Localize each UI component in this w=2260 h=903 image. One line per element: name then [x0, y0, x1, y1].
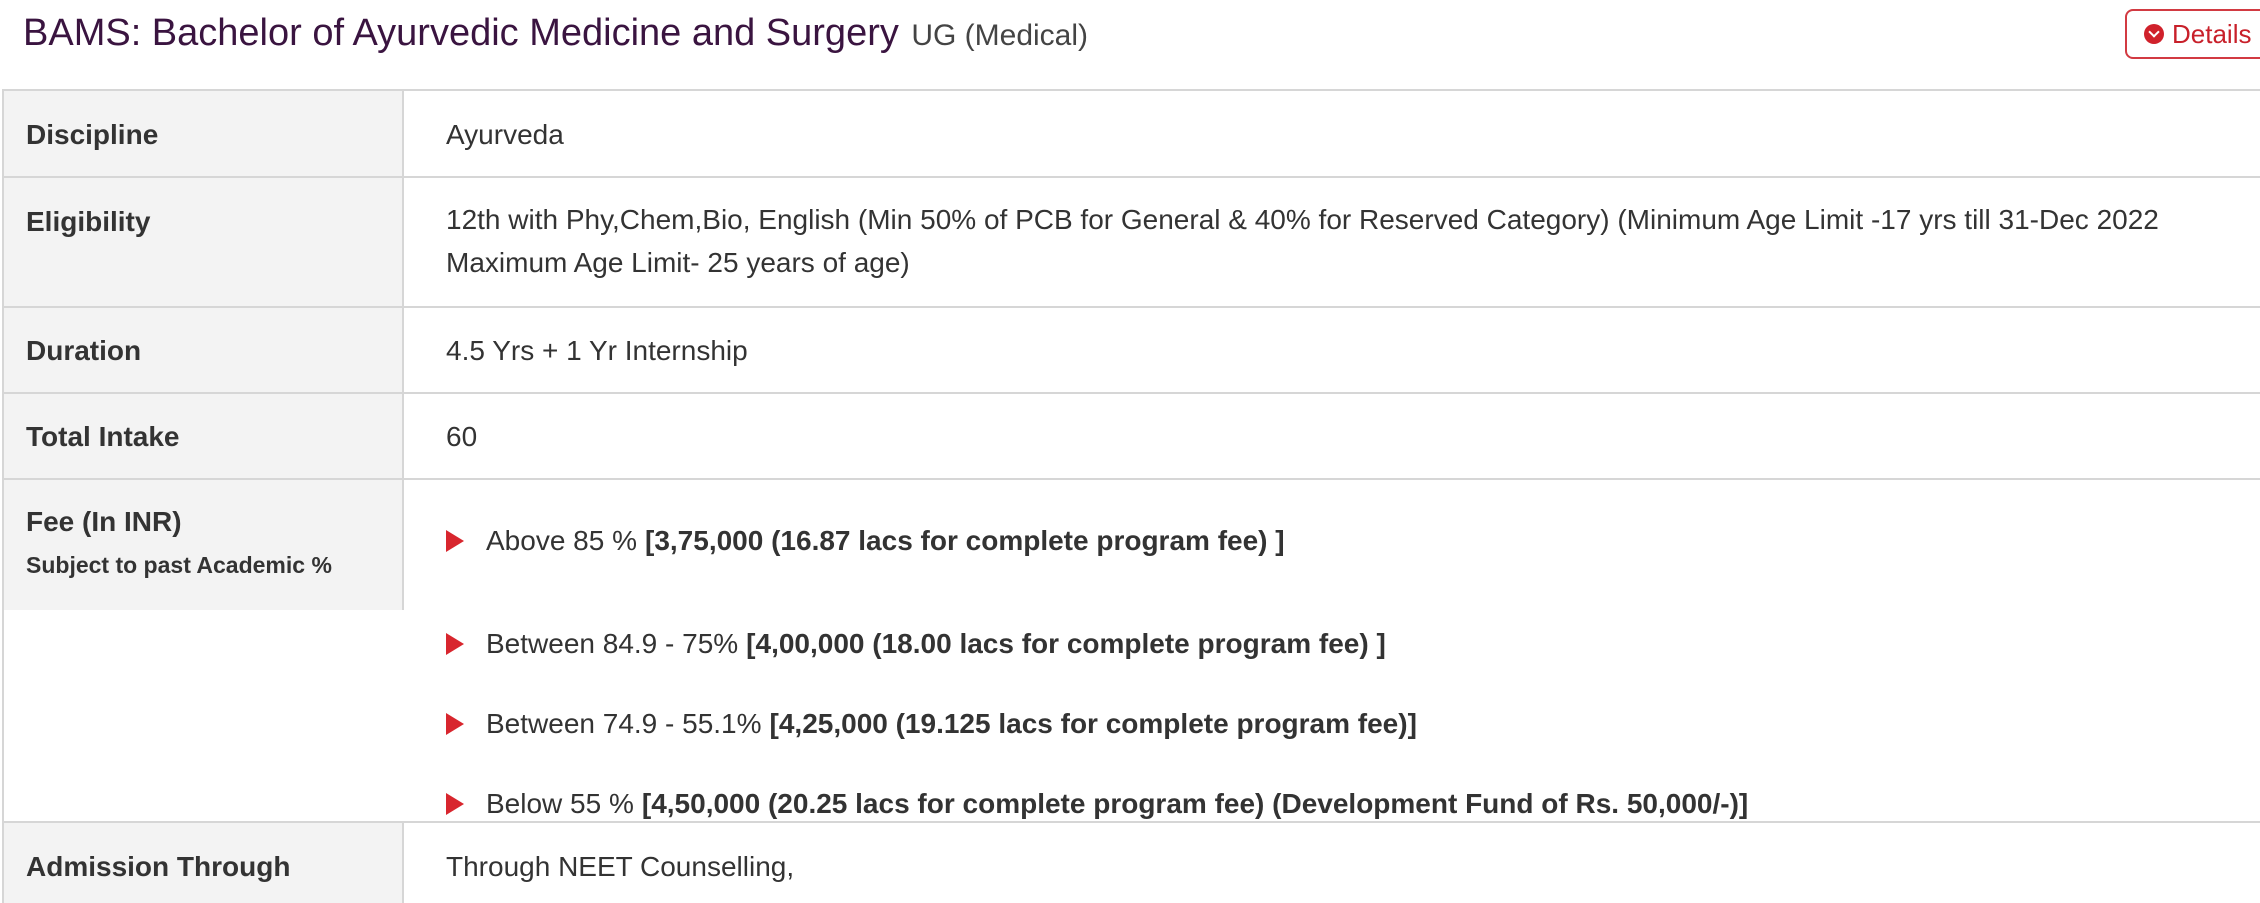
table-row-discipline: Discipline Ayurveda	[4, 91, 2260, 178]
list-item: Above 85 % [3,75,000 (16.87 lacs for com…	[446, 524, 2260, 558]
admission-label: Admission Through	[4, 823, 404, 903]
fee-label-cell: Fee (In INR) Subject to past Academic %	[4, 480, 404, 610]
duration-label: Duration	[4, 308, 404, 392]
triangle-right-icon	[446, 713, 464, 735]
course-header: BAMS: Bachelor of Ayurvedic Medicine and…	[0, 0, 2260, 90]
intake-value: 60	[446, 421, 478, 452]
table-row-eligibility: Eligibility 12th with Phy,Chem,Bio, Engl…	[4, 178, 2260, 308]
course-title: BAMS: Bachelor of Ayurvedic Medicine and…	[23, 12, 1088, 55]
list-item: Between 84.9 - 75% [4,00,000 (18.00 lacs…	[446, 604, 2260, 684]
details-button[interactable]: Details	[2125, 9, 2260, 59]
table-row-intake: Total Intake 60	[4, 394, 2260, 480]
fee-range: Below 55 %	[486, 788, 634, 819]
triangle-right-icon	[446, 793, 464, 815]
discipline-value: Ayurveda	[446, 119, 564, 150]
duration-value: 4.5 Yrs + 1 Yr Internship	[446, 335, 748, 366]
fee-amount: [4,50,000 (20.25 lacs for complete progr…	[641, 788, 1749, 819]
discipline-label: Discipline	[4, 91, 404, 176]
fee-label: Fee (In INR)	[26, 506, 182, 537]
table-row-duration: Duration 4.5 Yrs + 1 Yr Internship	[4, 308, 2260, 394]
course-title-main: BAMS: Bachelor of Ayurvedic Medicine and…	[23, 12, 899, 54]
fee-range: Between 74.9 - 55.1%	[486, 708, 762, 739]
fee-amount: [3,75,000 (16.87 lacs for complete progr…	[645, 525, 1285, 556]
fee-range: Between 84.9 - 75%	[486, 628, 739, 659]
triangle-right-icon	[446, 633, 464, 655]
table-row-fee: Fee (In INR) Subject to past Academic % …	[4, 480, 2260, 823]
course-level: UG (Medical)	[911, 19, 1089, 52]
eligibility-value: 12th with Phy,Chem,Bio, English (Min 50%…	[446, 204, 2159, 278]
admission-value: Through NEET Counselling,	[446, 851, 795, 882]
triangle-right-icon	[446, 530, 464, 552]
list-item: Below 55 % [4,50,000 (20.25 lacs for com…	[446, 764, 2260, 844]
list-item: Between 74.9 - 55.1% [4,25,000 (19.125 l…	[446, 684, 2260, 764]
fee-sublabel: Subject to past Academic %	[26, 552, 332, 578]
fee-list: Above 85 % [3,75,000 (16.87 lacs for com…	[404, 480, 2260, 844]
intake-label: Total Intake	[4, 394, 404, 478]
chevron-circle-down-icon	[2144, 24, 2164, 44]
fee-amount: [4,00,000 (18.00 lacs for complete progr…	[746, 628, 1386, 659]
course-info-table: Discipline Ayurveda Eligibility 12th wit…	[2, 89, 2260, 903]
table-row-admission: Admission Through Through NEET Counselli…	[4, 823, 2260, 903]
fee-range: Above 85 %	[486, 525, 637, 556]
fee-amount: [4,25,000 (19.125 lacs for complete prog…	[769, 708, 1417, 739]
details-button-label: Details	[2172, 18, 2252, 49]
eligibility-label: Eligibility	[4, 178, 404, 306]
